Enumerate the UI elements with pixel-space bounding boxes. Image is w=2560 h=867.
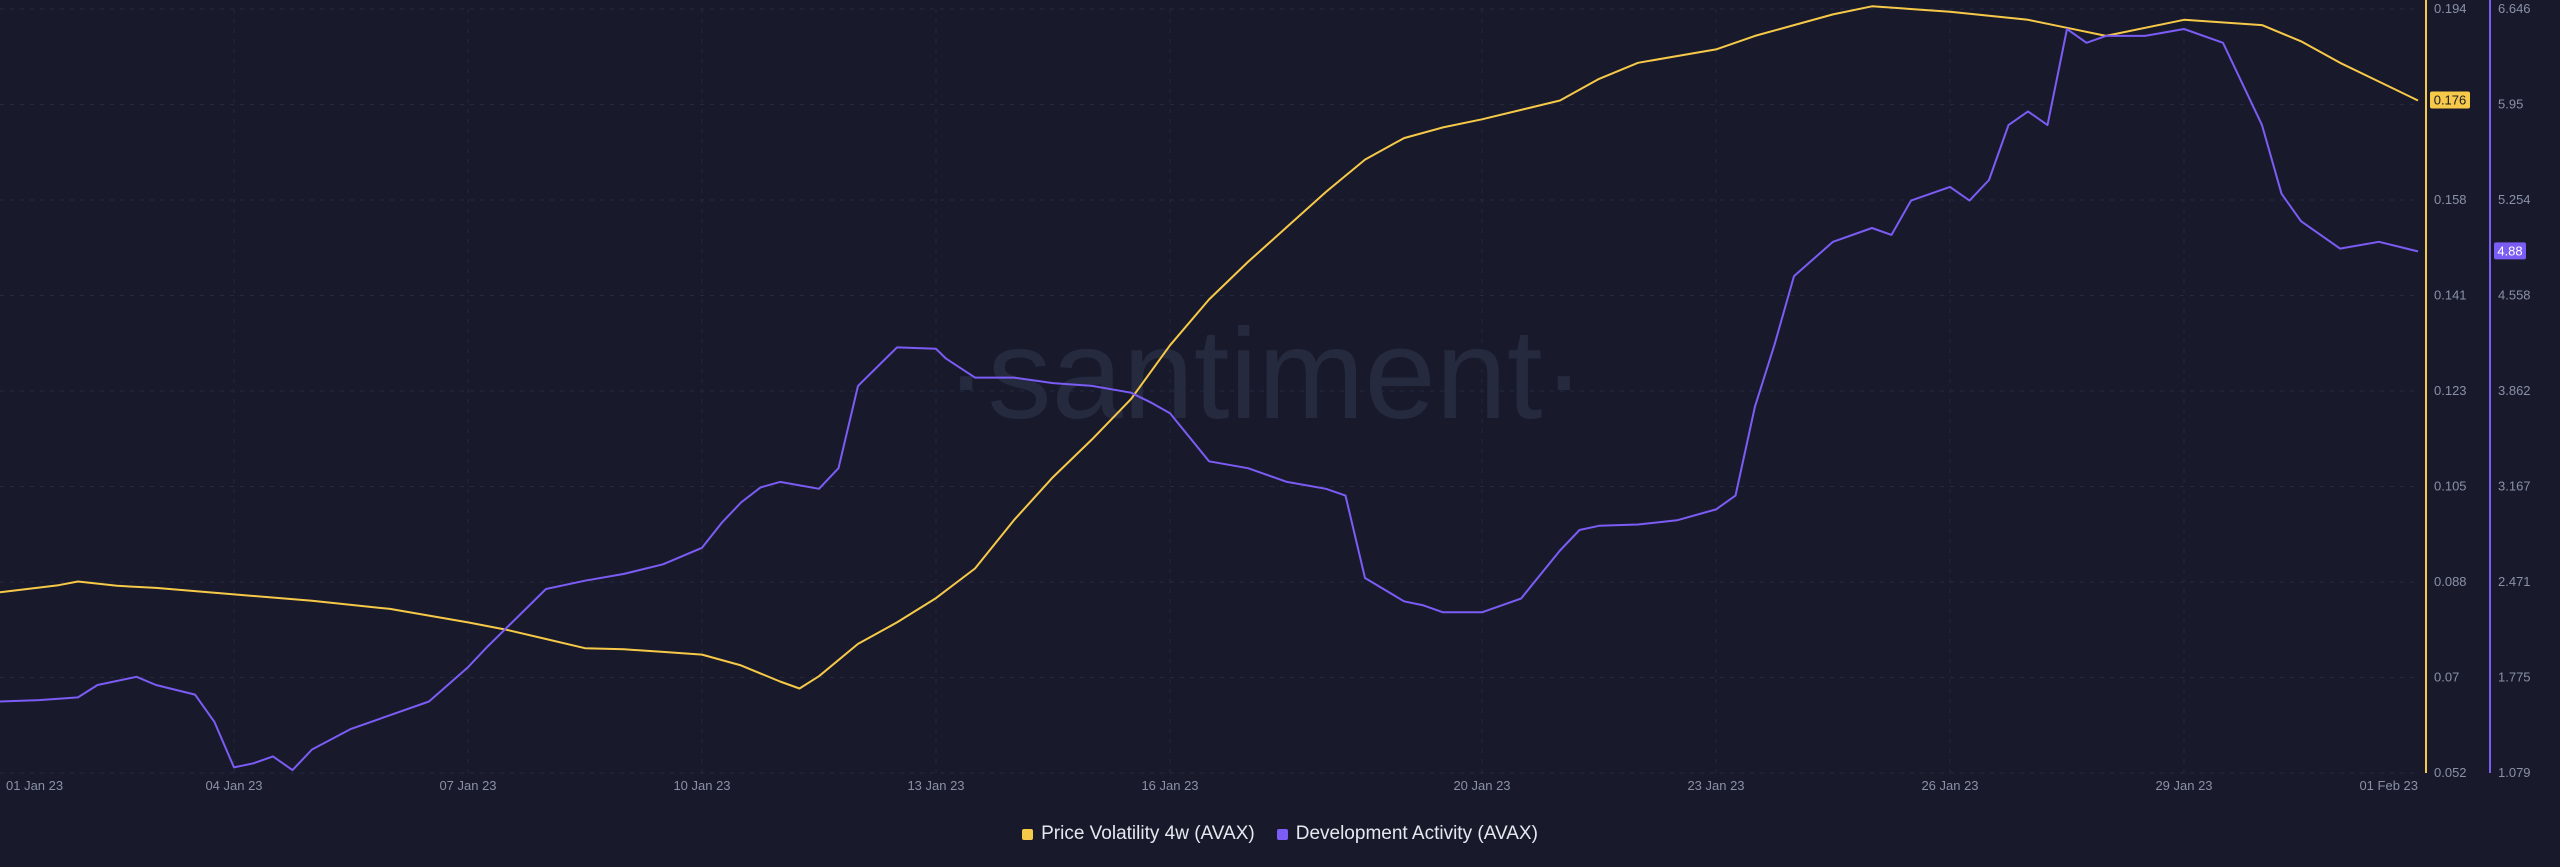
x-tick-label: 01 Jan 23 [6, 778, 63, 793]
legend-swatch-dev-activity [1276, 828, 1288, 840]
y-tick-label-dev-activity: 1.079 [2498, 765, 2531, 780]
x-tick-label: 10 Jan 23 [673, 778, 730, 793]
x-tick-label: 20 Jan 23 [1453, 778, 1510, 793]
x-tick-label: 13 Jan 23 [907, 778, 964, 793]
legend-label-dev-activity: Development Activity (AVAX) [1295, 823, 1538, 844]
legend-label-volatility: Price Volatility 4w (AVAX) [1041, 823, 1255, 844]
last-value-badge-volatility [2430, 91, 2470, 109]
y-tick-label-volatility: 0.141 [2434, 288, 2467, 303]
x-tick-label: 29 Jan 23 [2155, 778, 2212, 793]
last-value-badge-dev-activity [2494, 242, 2526, 260]
y-tick-label-dev-activity: 6.646 [2498, 1, 2531, 16]
series-line-volatility [0, 5, 2419, 690]
legend: Price Volatility 4w (AVAX) Development A… [0, 820, 2560, 848]
y-tick-label-volatility: 0.088 [2434, 574, 2467, 589]
y-tick-label-volatility: 0.158 [2434, 192, 2467, 207]
y-tick-label-dev-activity: 5.95 [2498, 97, 2523, 112]
y-tick-label-volatility: 0.052 [2434, 765, 2467, 780]
y-tick-label-dev-activity: 3.167 [2498, 479, 2531, 494]
legend-item-dev-activity[interactable]: Development Activity (AVAX) [1276, 823, 1538, 845]
y-tick-label-dev-activity: 1.775 [2498, 670, 2531, 685]
legend-swatch-volatility [1022, 828, 1034, 840]
series-line-dev-activity [0, 28, 2419, 772]
y-tick-label-volatility: 0.105 [2434, 479, 2467, 494]
y-tick-label-dev-activity: 2.471 [2498, 574, 2531, 589]
x-tick-label: 04 Jan 23 [205, 778, 262, 793]
grid [0, 8, 2418, 774]
y-tick-label-dev-activity: 4.558 [2498, 288, 2531, 303]
x-tick-label: 07 Jan 23 [439, 778, 496, 793]
y-tick-label-dev-activity: 5.254 [2498, 192, 2531, 207]
x-tick-label: 26 Jan 23 [1921, 778, 1978, 793]
last-value-label-volatility: 0.176 [2434, 92, 2467, 107]
x-tick-label: 16 Jan 23 [1141, 778, 1198, 793]
last-value-label-dev-activity: 4.88 [2497, 243, 2522, 258]
x-tick-label: 23 Jan 23 [1687, 778, 1744, 793]
watermark: ·santiment· [945, 303, 1585, 446]
y-tick-label-volatility: 0.194 [2434, 1, 2467, 16]
series-layer [0, 5, 2419, 772]
legend-item-volatility[interactable]: Price Volatility 4w (AVAX) [1022, 823, 1255, 845]
axes: 01 Jan 23 04 Jan 23 07 Jan 23 10 Jan 23 13 J… [6, 0, 2531, 793]
y-tick-label-volatility: 0.07 [2434, 670, 2459, 685]
y-tick-label-dev-activity: 3.862 [2498, 383, 2531, 398]
y-tick-label-volatility: 0.123 [2434, 383, 2467, 398]
x-tick-label: 01 Feb 23 [2359, 778, 2418, 793]
